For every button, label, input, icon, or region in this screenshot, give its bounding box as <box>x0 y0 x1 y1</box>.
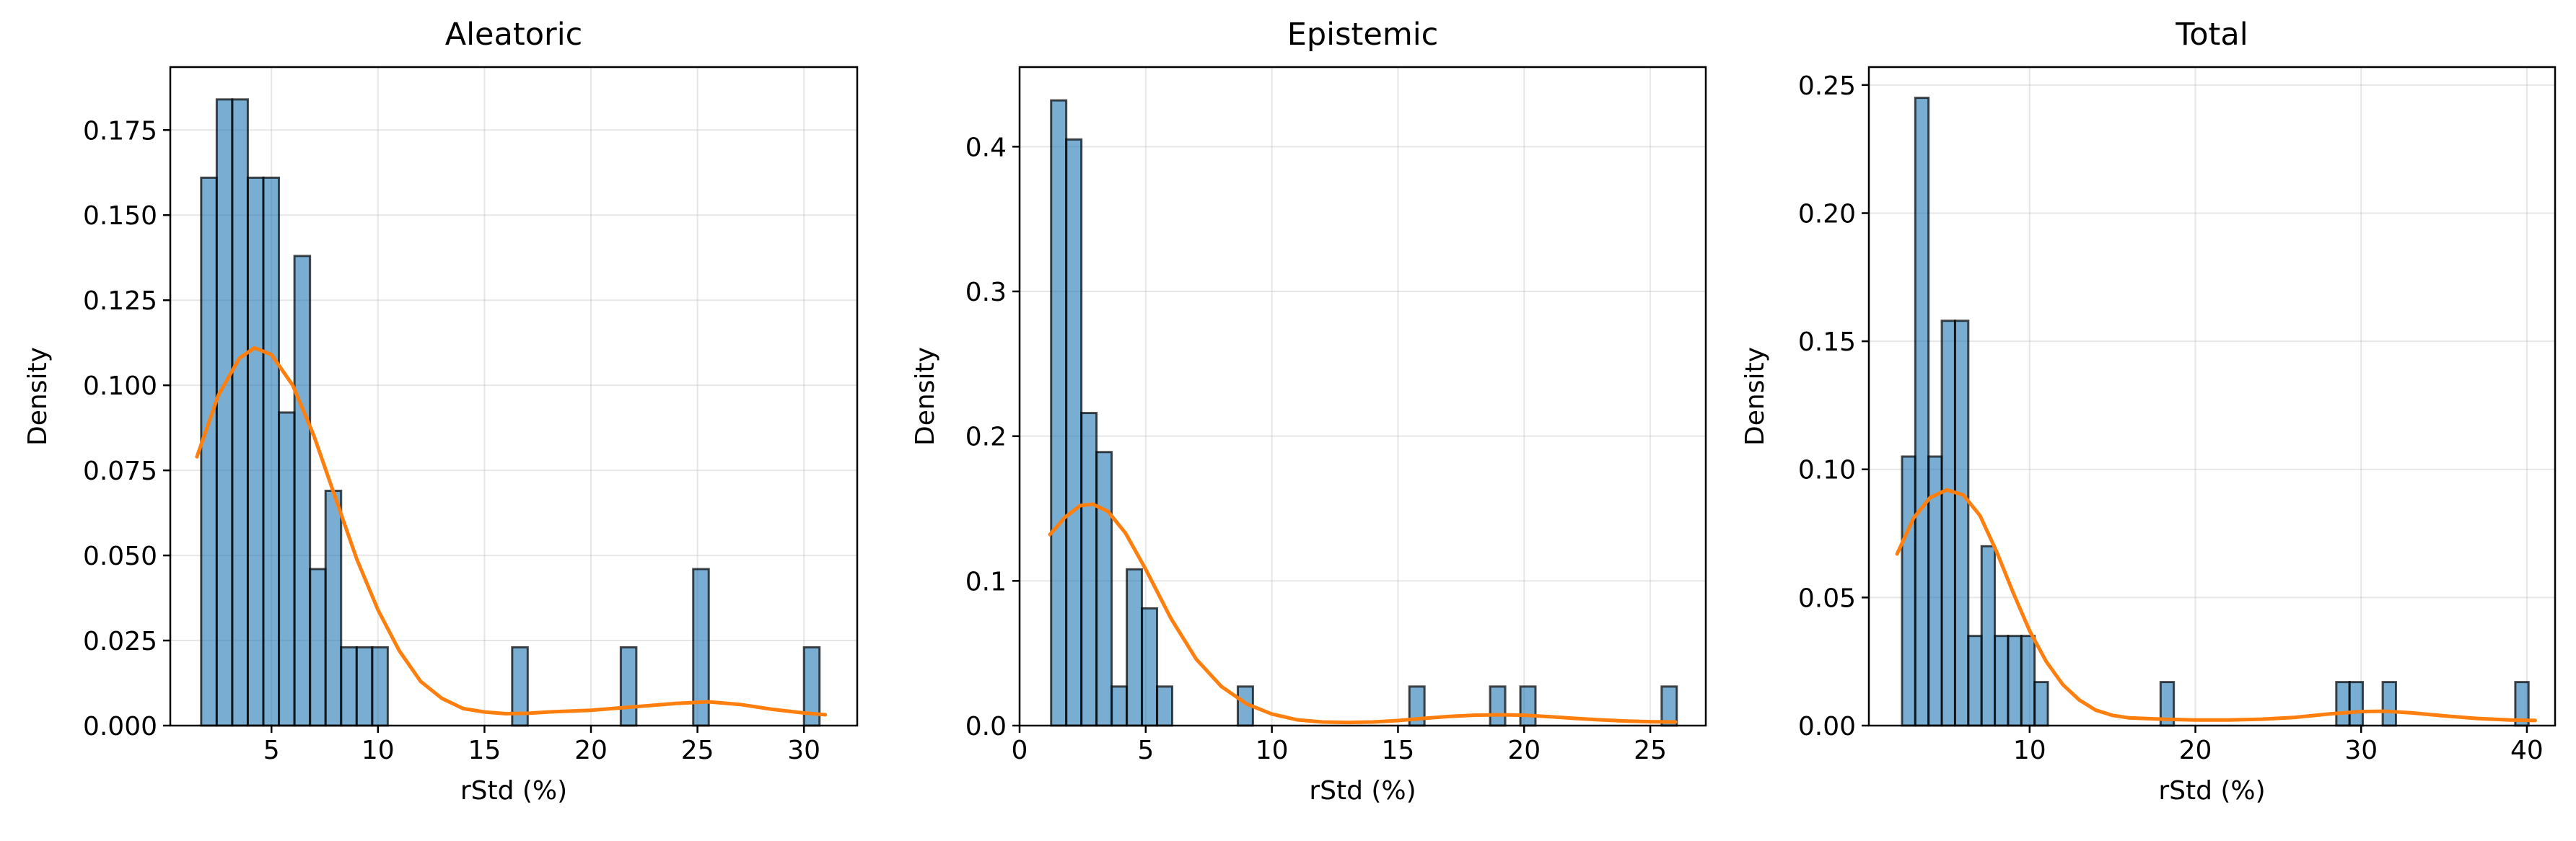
x-tick-label: 5 <box>263 736 280 765</box>
x-tick-label: 0 <box>1012 736 1028 765</box>
histogram-bar <box>246 176 265 727</box>
kde-curve <box>1895 488 2537 723</box>
x-tick-label: 30 <box>787 736 820 765</box>
histogram-bar <box>1967 635 1983 727</box>
y-tick-label: 0.00 <box>1798 712 1856 741</box>
histogram-bar <box>1901 455 1916 727</box>
histogram-bar <box>1660 685 1678 727</box>
histogram-bar <box>1156 685 1174 727</box>
histogram-bar <box>1994 635 2010 727</box>
histogram-bar <box>1050 99 1068 727</box>
histogram-bar <box>1953 320 1970 727</box>
y-tick-label: 0.000 <box>83 712 157 741</box>
histogram-bar <box>278 411 296 727</box>
y-tick-label: 0.10 <box>1798 456 1856 485</box>
histogram-bar <box>1095 451 1113 727</box>
x-axis-label: rStd (%) <box>1309 776 1416 806</box>
y-tick-label: 0.175 <box>83 116 157 146</box>
y-tick-label: 0.100 <box>83 371 157 401</box>
chart-panel-total: 10 20 30 40 0.00 0.05 0.10 0.15 0.20 0.25 Total rSt… <box>1740 17 2557 806</box>
y-tick-label: 0.4 <box>965 133 1007 162</box>
chart-title: Epistemic <box>1287 17 1439 53</box>
histogram-bar <box>355 646 374 727</box>
histogram-bar <box>1914 97 1930 727</box>
y-tick-label: 0.075 <box>83 457 157 486</box>
histogram-bar <box>2348 681 2365 727</box>
x-tick-label: 10 <box>2013 736 2046 765</box>
y-tick-label: 0.1 <box>965 567 1007 596</box>
chart-panel-aleatoric: 5 10 15 20 25 30 0.000 0.025 0.050 0.075 0.100 0.12… <box>23 17 859 806</box>
histogram-bar <box>2033 681 2049 727</box>
x-tick-label: 20 <box>2179 736 2212 765</box>
x-tick-label: 20 <box>574 736 608 765</box>
x-tick-label: 10 <box>1256 736 1289 765</box>
y-tick-label: 0.2 <box>965 423 1007 452</box>
y-tick-label: 0.0 <box>965 712 1007 741</box>
y-tick-label: 0.25 <box>1798 71 1856 101</box>
histogram-bar <box>215 98 234 727</box>
y-tick-label: 0.20 <box>1798 199 1856 229</box>
y-tick-label: 0.05 <box>1798 584 1856 613</box>
histogram-bar <box>1110 685 1129 727</box>
histogram-bar <box>324 489 343 727</box>
histogram-bar <box>231 98 249 727</box>
chart-panel-epistemic: 0 5 10 15 20 25 0.0 0.1 0.2 0.3 0.4 Epistemic rStd (… <box>911 17 1707 806</box>
chart-title: Total <box>2175 17 2248 53</box>
histogram-bar <box>2007 635 2023 727</box>
x-tick-label: 20 <box>1507 736 1541 765</box>
y-axis-label: Density <box>911 347 940 446</box>
histogram-bar <box>1141 607 1159 727</box>
histogram-bar <box>309 568 327 727</box>
y-tick-label: 0.15 <box>1798 327 1856 357</box>
axes-frame <box>1018 66 1707 727</box>
y-tick-label: 0.025 <box>83 627 157 656</box>
histogram-bar <box>340 646 358 727</box>
x-tick-label: 25 <box>681 736 714 765</box>
axes-frame <box>1867 66 2557 727</box>
histogram-bar <box>262 176 281 727</box>
histogram-bar <box>371 646 389 727</box>
histogram-bar <box>1940 320 1956 727</box>
histogram-bar <box>1489 685 1507 727</box>
x-tick-label: 15 <box>1382 736 1415 765</box>
histogram-bar <box>200 176 218 727</box>
x-tick-label: 25 <box>1634 736 1667 765</box>
histogram-bar <box>619 646 638 727</box>
x-tick-label: 30 <box>2344 736 2378 765</box>
x-tick-label: 40 <box>2510 736 2544 765</box>
histogram-bar <box>2381 681 2397 727</box>
x-tick-label: 5 <box>1137 736 1154 765</box>
axes-frame <box>169 66 859 727</box>
histogram-bar <box>1519 685 1537 727</box>
x-tick-label: 15 <box>468 736 501 765</box>
histogram-bar <box>1980 545 1997 727</box>
histogram-bar <box>2335 681 2351 727</box>
y-tick-label: 0.050 <box>83 542 157 571</box>
x-tick-label: 10 <box>362 736 395 765</box>
kde-curve <box>195 345 828 717</box>
kde-curve <box>1048 502 1678 725</box>
y-tick-label: 0.3 <box>965 278 1007 307</box>
histogram-bar <box>1080 412 1098 727</box>
chart-title: Aleatoric <box>445 17 583 53</box>
y-tick-label: 0.150 <box>83 201 157 231</box>
x-axis-label: rStd (%) <box>2158 776 2265 806</box>
y-tick-label: 0.125 <box>83 286 157 316</box>
x-axis-label: rStd (%) <box>460 776 567 806</box>
histogram-bar <box>1065 138 1083 727</box>
histogram-bar <box>1126 568 1144 727</box>
histogram-bar <box>2020 635 2036 727</box>
y-axis-label: Density <box>1740 347 1770 446</box>
histogram-bar <box>293 255 312 727</box>
y-axis-label: Density <box>23 347 53 446</box>
